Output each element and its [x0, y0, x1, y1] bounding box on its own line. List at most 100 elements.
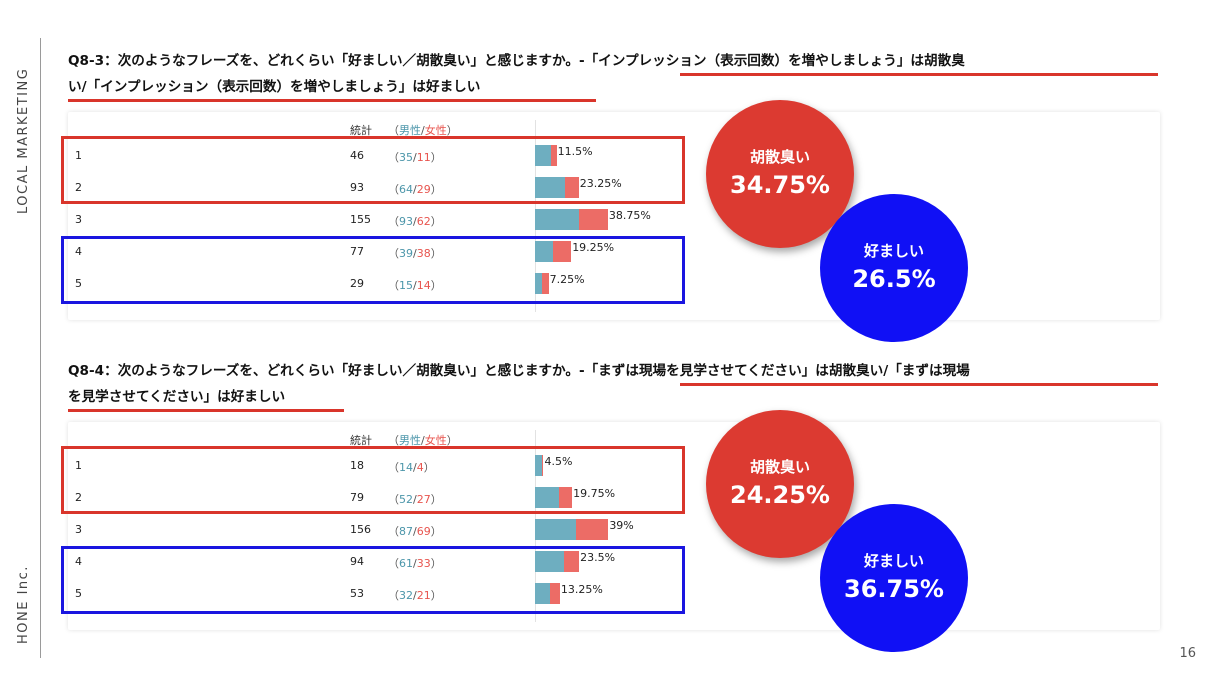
row-total: 79 [350, 491, 364, 504]
header-slash: / [413, 525, 417, 538]
bar-male [535, 177, 566, 198]
row-male-count: 64 [399, 183, 413, 196]
table-row: 4 77 （39/38） 19.25% [68, 236, 728, 268]
callout-positive: 好ましい 26.5% [820, 194, 968, 342]
title-underline [680, 73, 1158, 76]
row-gender-breakdown: （61/33） [388, 555, 442, 571]
header-open: （ [388, 124, 399, 137]
row-category-label: 5 [75, 587, 82, 600]
header-close: ） [430, 589, 442, 602]
header-slash: / [413, 493, 417, 506]
title-underline [68, 409, 344, 412]
row-category-label: 4 [75, 555, 82, 568]
header-total: 統計 [350, 434, 372, 447]
row-total: 93 [350, 181, 364, 194]
row-female-count: 29 [416, 183, 431, 196]
row-gender-breakdown: （15/14） [388, 277, 442, 293]
row-gender-breakdown: （14/4） [388, 459, 435, 475]
page-number: 16 [1179, 646, 1196, 661]
header-gender: （男性/女性） [388, 432, 458, 448]
row-female-count: 33 [416, 557, 431, 570]
table-row: 5 53 （32/21） 13.25% [68, 578, 728, 610]
bar-female [578, 209, 608, 230]
bar-female [541, 455, 544, 476]
bar-percent-label: 19.75% [573, 487, 616, 500]
header-open: （ [388, 183, 399, 196]
row-female-count: 27 [416, 493, 431, 506]
question-title-line1: Q8-3：次のようなフレーズを、どれくらい「好ましい／胡散臭い」と感じますか。-… [68, 53, 965, 69]
bar-male [535, 487, 560, 508]
row-gender-breakdown: （39/38） [388, 245, 442, 261]
row-male-count: 61 [399, 557, 413, 570]
row-gender-breakdown: （32/21） [388, 587, 442, 603]
header-close: ） [446, 434, 458, 447]
highlight-box-negative [61, 136, 685, 204]
header-close: ） [423, 461, 435, 474]
header-slash: / [413, 461, 417, 474]
chart-section-q8-3: Q8-3：次のようなフレーズを、どれくらい「好ましい／胡散臭い」と感じますか。-… [61, 48, 1168, 348]
brand-label-hone: HONE Inc. [16, 565, 31, 644]
row-total: 18 [350, 459, 364, 472]
row-total: 77 [350, 245, 364, 258]
row-female-count: 21 [416, 589, 431, 602]
header-male: 男性 [399, 434, 421, 447]
header-slash: / [413, 151, 417, 164]
callout-negative-label: 胡散臭い [749, 148, 810, 166]
header-close: ） [430, 279, 442, 292]
table-row: 2 93 （64/29） 23.25% [68, 172, 728, 204]
question-title: Q8-3：次のようなフレーズを、どれくらい「好ましい／胡散臭い」と感じますか。-… [68, 48, 1158, 100]
callout-negative-value: 24.25% [730, 481, 830, 509]
row-male-count: 32 [399, 589, 413, 602]
row-gender-breakdown: （87/69） [388, 523, 442, 539]
header-open: （ [388, 434, 399, 447]
row-total: 46 [350, 149, 364, 162]
header-female: 女性 [424, 434, 447, 447]
row-gender-breakdown: （35/11） [388, 149, 442, 165]
row-female-count: 38 [416, 247, 431, 260]
header-open: （ [388, 215, 399, 228]
header-slash: / [413, 247, 417, 260]
callout-negative-label: 胡散臭い [749, 458, 810, 476]
table-row: 3 156 （87/69） 39% [68, 514, 728, 546]
table-row: 4 94 （61/33） 23.5% [68, 546, 728, 578]
bar-male [535, 145, 552, 166]
row-male-count: 52 [399, 493, 413, 506]
row-male-count: 35 [399, 151, 413, 164]
bar-percent-label: 4.5% [544, 455, 573, 468]
row-total: 29 [350, 277, 364, 290]
callout-negative: 胡散臭い 34.75% [706, 100, 854, 248]
bar-male [535, 241, 554, 262]
brand-label-local-marketing: LOCAL MARKETING [16, 67, 31, 214]
question-title: Q8-4：次のようなフレーズを、どれくらい「好ましい／胡散臭い」と感じますか。-… [68, 358, 1158, 410]
header-male: 男性 [399, 124, 421, 137]
row-category-label: 3 [75, 523, 82, 536]
row-male-count: 87 [399, 525, 413, 538]
row-female-count: 62 [416, 215, 431, 228]
chart-card: 統計 （男性/女性） 1 46 （35/11） 11.5% 2 93 （64/29） 23.2… [68, 112, 1160, 320]
row-female-count: 69 [416, 525, 431, 538]
highlight-box-positive [61, 546, 685, 614]
question-title-line2: い/「インプレッション（表示回数）を増やしましょう」は好ましい [68, 79, 481, 95]
row-female-count: 4 [416, 461, 424, 474]
header-close: ） [446, 124, 458, 137]
bar-percent-label: 39% [609, 519, 634, 532]
chart-card: 統計 （男性/女性） 1 18 （14/4） 4.5% 2 79 （52/27） 19.75%… [68, 422, 1160, 630]
callout-negative-value: 34.75% [730, 171, 830, 199]
header-close: ） [430, 557, 442, 570]
bar-percent-label: 13.25% [560, 583, 603, 596]
header-slash: / [413, 183, 417, 196]
bar-percent-label: 7.25% [549, 273, 585, 286]
bar-male [535, 209, 579, 230]
callout-positive-label: 好ましい [863, 552, 924, 570]
bar-female [559, 487, 573, 508]
row-category-label: 1 [75, 149, 82, 162]
row-gender-breakdown: （64/29） [388, 181, 442, 197]
bar-male [535, 519, 576, 540]
header-total: 統計 [350, 124, 372, 137]
header-open: （ [388, 151, 399, 164]
bar-male [535, 273, 543, 294]
header-female: 女性 [424, 124, 447, 137]
header-close: ） [430, 183, 442, 196]
bar-percent-label: 23.5% [580, 551, 616, 564]
row-gender-breakdown: （52/27） [388, 491, 442, 507]
